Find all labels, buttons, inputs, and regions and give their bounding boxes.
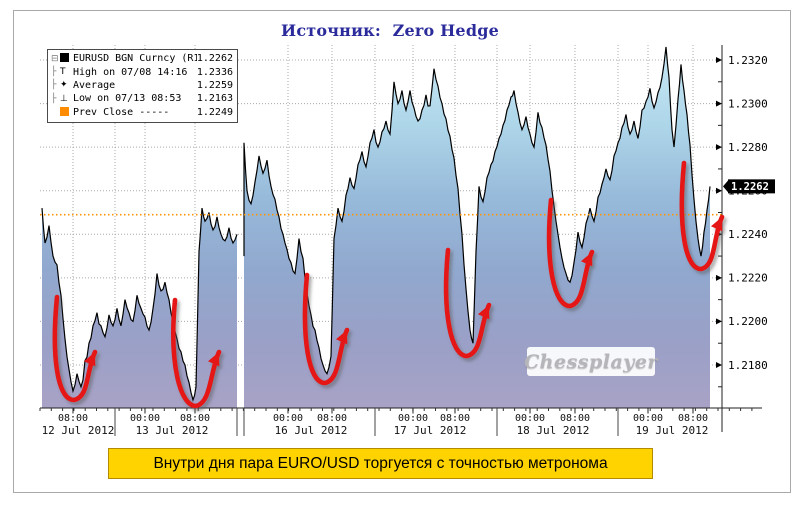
arrowhead-icon bbox=[208, 352, 220, 367]
x-date-label: 19 Jul 2012 bbox=[636, 424, 709, 437]
x-time-label: 00:00 bbox=[130, 413, 160, 424]
legend-label: EURUSD BGN Curncy (R1) bbox=[73, 53, 197, 65]
legend-row: ⊟ EURUSD BGN Curncy (R1) 1.2262 bbox=[51, 52, 233, 65]
x-time-label: 08:00 bbox=[678, 413, 708, 424]
arrowhead-icon bbox=[84, 352, 96, 367]
y-axis-label: 1.2280 bbox=[728, 141, 768, 154]
x-time-label: 08:00 bbox=[560, 413, 590, 424]
red-u-arrow bbox=[679, 160, 725, 272]
x-date-label: 17 Jul 2012 bbox=[394, 424, 467, 437]
y-axis-label: 1.2220 bbox=[728, 272, 768, 285]
x-time-label: 00:00 bbox=[515, 413, 545, 424]
area-fill bbox=[244, 46, 710, 409]
legend-row: ├ ✦ Average 1.2259 bbox=[51, 79, 233, 92]
chart-source-title: Источник: Zero Hedge bbox=[281, 21, 499, 40]
price-line bbox=[243, 46, 711, 376]
red-u-arrow bbox=[546, 197, 595, 309]
source-label: Источник: bbox=[281, 21, 382, 40]
arrowhead-icon bbox=[478, 305, 490, 320]
y-axis-label: 1.2300 bbox=[728, 97, 768, 110]
x-date-label: 12 Jul 2012 bbox=[42, 424, 115, 437]
high-marker-icon: T bbox=[60, 67, 66, 78]
x-time-label: 00:00 bbox=[273, 413, 303, 424]
legend-row: ├ ⊥ Low on 07/13 08:53 1.2163 bbox=[51, 92, 233, 105]
legend-label: Low on 07/13 08:53 bbox=[73, 93, 182, 105]
x-time-label: 08:00 bbox=[317, 413, 347, 424]
red-u-arrow bbox=[443, 247, 492, 359]
x-time-label: 00:00 bbox=[398, 413, 428, 424]
arrowhead-icon bbox=[711, 217, 723, 232]
tree-connector-icon: ├ bbox=[51, 80, 57, 91]
x-time-label: 00:00 bbox=[633, 413, 663, 424]
caption-text: Внутри дня пара EURO/USD торгуется с точ… bbox=[153, 454, 608, 472]
arrowhead-icon bbox=[336, 330, 348, 345]
prev-close-swatch-icon bbox=[60, 106, 73, 118]
last-price-value: 1.2262 bbox=[731, 181, 769, 193]
legend-label: High on 07/08 14:16 bbox=[73, 66, 188, 78]
chart-legend: ⊟ EURUSD BGN Curncy (R1) 1.2262 ├ T High on 0… bbox=[47, 49, 238, 123]
y-axis-label: 1.2200 bbox=[728, 315, 768, 328]
legend-value: 1.2259 bbox=[196, 79, 233, 91]
x-time-label: 08:00 bbox=[58, 413, 88, 424]
x-date-label: 16 Jul 2012 bbox=[275, 424, 348, 437]
legend-row: Prev Close ----- 1.2249 bbox=[51, 106, 233, 119]
legend-value: 1.2249 bbox=[196, 106, 233, 118]
y-axis-label: 1.2320 bbox=[728, 54, 768, 67]
metronome-arrows bbox=[52, 160, 725, 409]
legend-label: Prev Close ----- bbox=[73, 106, 170, 118]
legend-value: 1.2163 bbox=[196, 93, 233, 105]
x-date-label: 18 Jul 2012 bbox=[517, 424, 590, 437]
average-marker-icon: ✦ bbox=[60, 80, 68, 91]
tree-connector-icon: ├ bbox=[51, 67, 57, 78]
red-u-arrow bbox=[171, 297, 222, 409]
last-price-tag: 1.2262 bbox=[723, 179, 775, 194]
legend-value: 1.2336 bbox=[196, 66, 233, 78]
x-time-label: 08:00 bbox=[440, 413, 470, 424]
caption-banner: Внутри дня пара EURO/USD торгуется с точ… bbox=[108, 448, 653, 479]
red-u-arrow bbox=[52, 294, 98, 403]
price-line bbox=[41, 207, 238, 402]
legend-label: Average bbox=[73, 79, 116, 91]
area-fill bbox=[42, 208, 237, 408]
y-axis-label: 1.2240 bbox=[728, 228, 768, 241]
legend-row: ├ T High on 07/08 14:16 1.2336 bbox=[51, 65, 233, 78]
arrowhead-icon bbox=[581, 252, 593, 267]
source-brand: Zero Hedge bbox=[392, 21, 499, 40]
chessplayer-watermark: Chessplayer bbox=[524, 347, 657, 376]
red-u-arrow bbox=[302, 272, 350, 386]
series-swatch-icon bbox=[60, 53, 73, 64]
low-marker-icon: ⊥ bbox=[60, 93, 68, 104]
x-time-label: 08:00 bbox=[180, 413, 210, 424]
legend-value: 1.2262 bbox=[196, 53, 233, 65]
tree-connector-icon: ⊟ bbox=[51, 53, 59, 64]
tree-connector-icon: ├ bbox=[51, 93, 57, 104]
y-axis-label: 1.2180 bbox=[728, 359, 768, 372]
x-date-label: 13 Jul 2012 bbox=[136, 424, 209, 437]
axes: 1.21801.22001.22201.22401.22601.22801.23… bbox=[39, 45, 768, 437]
